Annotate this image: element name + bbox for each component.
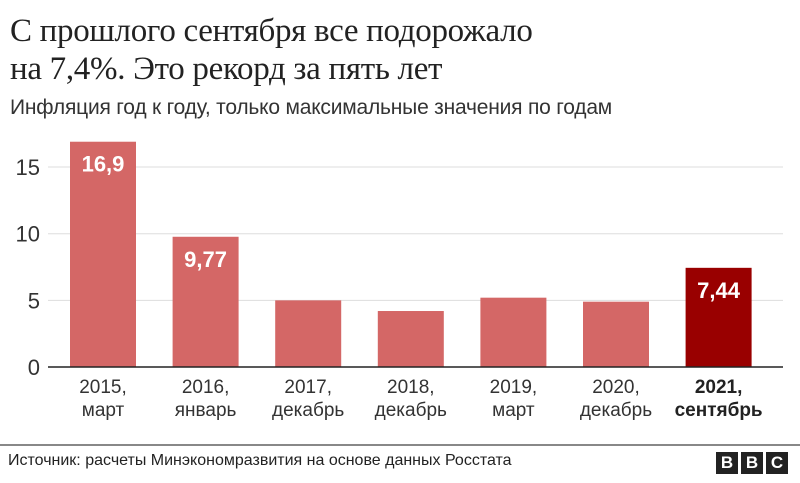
x-tick-label: декабрь	[580, 400, 652, 421]
source-note: Источник: расчеты Минэкономразвития на о…	[8, 452, 512, 469]
bar	[377, 311, 444, 367]
x-tick-label: 2017,	[284, 377, 332, 398]
x-tick-label: март	[492, 400, 535, 421]
x-tick-label: март	[82, 400, 125, 421]
bar	[275, 300, 342, 367]
bar	[685, 267, 752, 367]
x-tick-label: 2016,	[182, 377, 230, 398]
y-tick-label: 0	[28, 355, 40, 380]
x-tick-label: 2020,	[592, 377, 640, 398]
bar	[480, 297, 547, 367]
y-tick-label: 15	[16, 155, 40, 180]
title-line-2: на 7,4%. Это рекорд за пять лет	[10, 51, 443, 87]
footer-divider	[0, 444, 800, 446]
x-tick-label: 2021,	[695, 377, 743, 398]
chart-title: С прошлого сентября все подорожало на 7,…	[10, 12, 533, 88]
y-tick-label: 5	[28, 288, 40, 313]
x-tick-label: 2019,	[490, 377, 538, 398]
bar	[172, 236, 239, 367]
x-tick-label: сентябрь	[675, 400, 763, 421]
bar	[583, 301, 649, 367]
x-tick-label: декабрь	[375, 400, 447, 421]
bar	[70, 141, 136, 367]
bar-value-label: 9,77	[184, 247, 227, 272]
x-tick-label: 2015,	[79, 377, 127, 398]
bar-value-label: 16,9	[82, 152, 125, 177]
y-tick-label: 10	[16, 222, 40, 247]
bbc-logo: B B C	[716, 452, 788, 474]
logo-letter: C	[766, 452, 788, 474]
bar-value-label: 7,44	[697, 278, 741, 303]
x-tick-label: 2018,	[387, 377, 435, 398]
x-tick-label: декабрь	[272, 400, 344, 421]
chart-subtitle: Инфляция год к году, только максимальные…	[10, 96, 613, 119]
title-line-1: С прошлого сентября все подорожало	[10, 13, 533, 49]
logo-letter: B	[741, 452, 763, 474]
logo-letter: B	[716, 452, 738, 474]
x-tick-label: январь	[175, 400, 237, 421]
